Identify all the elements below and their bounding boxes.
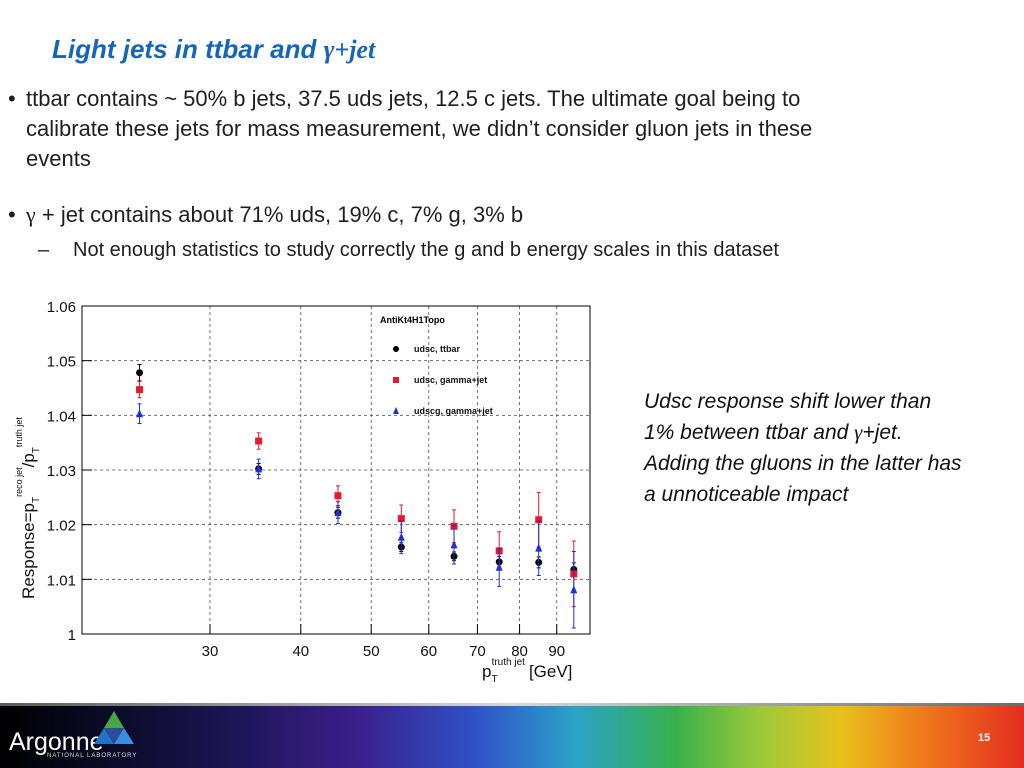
series-triangle xyxy=(136,403,578,629)
slide-title-greek: γ+jet xyxy=(323,35,376,64)
legend-marker-square xyxy=(393,377,399,383)
data-point-square xyxy=(136,386,144,394)
legend-entry: udsc, ttbar xyxy=(414,344,461,354)
sub-bullet-marker: – xyxy=(38,239,50,261)
data-point-triangle xyxy=(334,508,342,517)
legend-entry: udsc, gamma+jet xyxy=(414,375,487,385)
sub-bullet-text: Not enough statistics to study correctly… xyxy=(73,239,779,261)
gamma-symbol: γ xyxy=(26,202,36,227)
legend-marker-circle xyxy=(393,346,399,352)
x-tick-label: 80 xyxy=(511,643,528,660)
bullet-text: ttbar contains ~ 50% b jets, 37.5 uds je… xyxy=(26,86,813,171)
page-number: 15 xyxy=(978,732,991,744)
slide-title: Light jets in ttbar and γ+jet xyxy=(52,34,375,65)
data-point-circle xyxy=(136,369,144,377)
data-point-triangle xyxy=(136,409,144,418)
argonne-logo-subtext: NATIONAL LABORATORY xyxy=(47,753,138,759)
y-tick-label: 1 xyxy=(68,627,76,644)
data-point-triangle xyxy=(535,543,543,552)
side-note-text-1: Udsc response shift lower than 1% betwee… xyxy=(644,390,932,444)
x-tick-label: 30 xyxy=(202,643,219,660)
y-axis-label: Response=pTreco jet/pTtruth jet xyxy=(14,417,42,599)
y-tick-label: 1.04 xyxy=(47,408,76,425)
data-point-square xyxy=(397,515,405,523)
svg-text:pTtruth jet[GeV]: pTtruth jet [GeV] xyxy=(482,657,572,685)
legend: udsc, ttbar udsc, gamma+jet udscg, gamma+j… xyxy=(393,344,493,416)
y-tick-label: 1.02 xyxy=(47,518,76,535)
x-tick-label: 60 xyxy=(420,643,437,660)
argonne-logo-icon xyxy=(94,711,134,744)
data-point-triangle xyxy=(255,464,263,473)
x-tick-label: 40 xyxy=(292,643,309,660)
bullet-marker: • xyxy=(8,202,16,227)
x-tick-label: 70 xyxy=(469,643,486,660)
legend-entry: udscg, gamma+jet xyxy=(414,406,493,416)
bullet-marker: • xyxy=(8,86,16,111)
chart-title: AntiKt4H1Topo xyxy=(380,315,445,325)
side-note-text-2: +jet. Adding the gluons in the latter ha… xyxy=(644,421,962,506)
data-point-triangle xyxy=(397,532,405,541)
footer-bar xyxy=(0,703,1024,768)
y-tick-label: 1.01 xyxy=(47,572,76,589)
slide-title-text: Light jets in ttbar and xyxy=(52,34,324,64)
argonne-logo-text: Argonne xyxy=(9,728,104,756)
data-point-square xyxy=(535,516,543,524)
y-tick-label: 1.06 xyxy=(47,299,76,316)
bullet-text: + jet contains about 71% uds, 19% c, 7% … xyxy=(41,202,524,227)
x-axis-label: pTtruth jet [GeV] xyxy=(482,657,572,685)
data-point-triangle xyxy=(570,585,578,594)
data-point-triangle xyxy=(450,540,458,549)
data-point-triangle xyxy=(495,562,503,571)
data-point-square xyxy=(255,437,263,445)
side-note-gamma: γ xyxy=(854,420,863,444)
side-note: Udsc response shift lower than 1% betwee… xyxy=(644,386,964,510)
x-tick-label: 90 xyxy=(548,643,565,660)
data-point-square xyxy=(334,492,342,500)
svg-text:Response=pTreco jet/pTtruth je: Response=pTreco jet/pTtruth jet xyxy=(14,417,42,599)
y-tick-label: 1.03 xyxy=(47,463,76,480)
x-tick-label: 50 xyxy=(363,643,380,660)
legend-marker-triangle xyxy=(393,407,399,414)
y-tick-label: 1.05 xyxy=(47,354,76,371)
